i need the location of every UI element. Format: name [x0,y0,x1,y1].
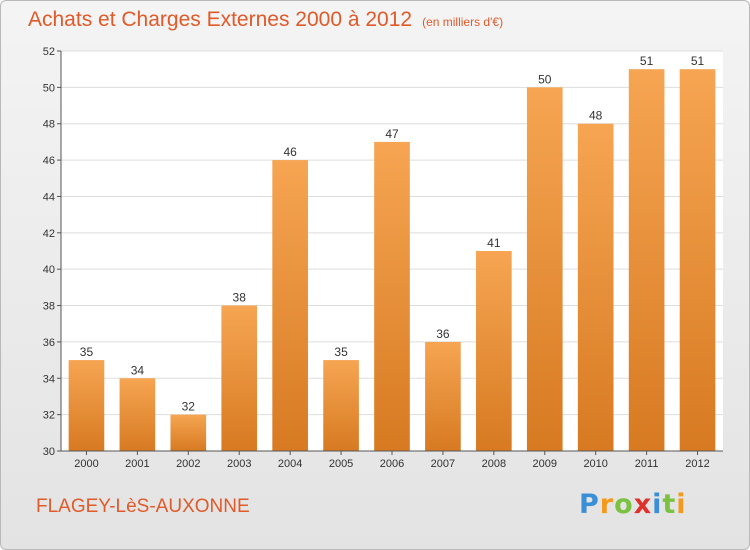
commune-name: FLAGEY-LèS-AUXONNE [36,496,250,517]
data-label: 50 [538,72,552,86]
y-tick-label: 38 [43,301,55,313]
data-label: 36 [436,327,450,341]
y-tick-label: 32 [43,410,55,422]
y-tick-label: 42 [43,228,55,240]
data-label: 51 [640,54,654,68]
bar [425,341,461,451]
logo-letter: r [599,489,615,520]
data-label: 47 [385,127,399,141]
x-tick-label: 2005 [329,458,353,470]
logo-letter: i [652,489,663,520]
y-tick-label: 48 [43,119,55,131]
data-label: 51 [691,54,705,68]
y-tick-label: 40 [43,264,55,276]
bar [68,360,105,451]
y-tick-label: 46 [43,155,55,167]
bar [119,378,156,451]
logo-letter: t [662,489,677,520]
x-tick-label: 2007 [431,458,455,470]
y-tick-label: 30 [43,446,55,458]
axes: 30 32 34 36 38 40 42 44 46 48 50 52 2000 2001 2002 2003… [43,46,723,470]
data-label: 35 [80,345,94,359]
bars: 35 34 32 38 46 35 47 36 41 50 48 51 51 [68,54,716,452]
logo-letter: x [633,489,653,520]
bar [476,251,512,451]
x-tick-label: 2011 [635,458,659,470]
proxiti-logo: Proxiti [579,489,687,520]
x-tick-label: 2002 [176,458,200,470]
data-label: 34 [131,363,145,377]
x-tick-label: 2003 [227,458,251,470]
logo-letter: i [676,489,687,520]
y-tick-label: 36 [43,337,55,349]
bar [272,160,308,451]
x-tick-label: 2009 [533,458,557,470]
x-tick-label: 2004 [278,458,302,470]
bar [526,87,563,451]
bar [323,360,359,451]
bar [577,123,614,452]
x-tick-label: 2008 [482,458,506,470]
title-unit: (en milliers d'€) [422,15,504,29]
data-label: 46 [283,145,297,159]
chart-title: Achats et Charges Externes 2000 à 2012 (e… [28,8,503,32]
title-main: Achats et Charges Externes 2000 à 2012 [28,8,413,31]
bar [628,69,665,451]
logo-letter: o [614,489,634,520]
y-tick-label: 44 [43,191,55,203]
bar [170,414,207,451]
x-tick-label: 2012 [685,458,709,470]
data-label: 38 [233,291,247,305]
bar [374,141,410,451]
data-label: 35 [334,345,348,359]
data-label: 41 [487,236,501,250]
x-tick-label: 2001 [125,458,149,470]
x-tick-label: 2000 [74,458,98,470]
data-label: 32 [182,400,196,414]
x-tick-label: 2006 [380,458,404,470]
data-label: 48 [589,109,603,123]
x-tick-label: 2010 [583,458,607,470]
logo-letter: P [579,489,600,520]
bar [679,69,716,451]
y-tick-label: 52 [43,46,55,58]
bar [221,305,258,451]
y-tick-label: 34 [43,373,55,385]
y-tick-label: 50 [43,82,55,94]
